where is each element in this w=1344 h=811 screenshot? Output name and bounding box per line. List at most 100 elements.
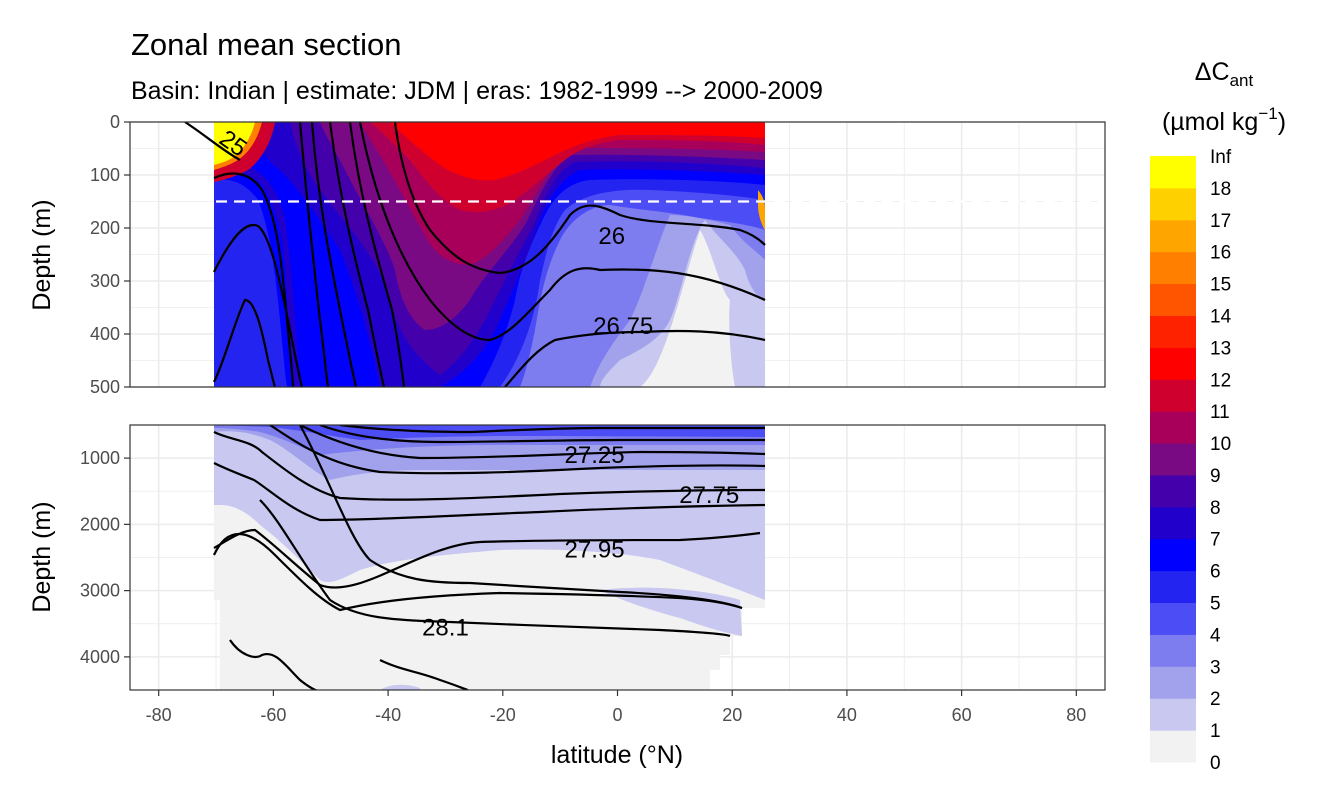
legend-break-label: 11 xyxy=(1210,402,1230,423)
fill-12-13 xyxy=(390,122,765,181)
y-tick-label: 2000 xyxy=(80,514,120,534)
isopycnal-28-15 xyxy=(259,499,731,638)
legend-color-swatch xyxy=(1150,219,1196,253)
upper-panel-fill xyxy=(214,122,765,387)
legend-break-label: 15 xyxy=(1210,275,1231,296)
x-tick-label: 20 xyxy=(722,705,742,725)
isopycnal-27-75 xyxy=(213,431,766,501)
legend-break-label: 1 xyxy=(1210,721,1221,742)
x-tick-label: 60 xyxy=(952,705,972,725)
isopycnal-28-05 xyxy=(212,533,743,612)
legend-color-swatch xyxy=(1150,634,1196,667)
isopycnal-26-5 xyxy=(358,122,766,342)
legend-color-swatch xyxy=(1150,443,1196,476)
legend-color-swatch xyxy=(1150,283,1196,316)
isopycnal-deep xyxy=(379,659,469,690)
lower-fill-patch-bottom xyxy=(380,684,420,690)
isopycnal-27-95 xyxy=(213,528,761,589)
fill-left-purple xyxy=(214,164,300,387)
upper-isopycnals xyxy=(184,122,766,387)
y-tick-label: 0 xyxy=(110,112,120,132)
isopycnal-27-25 xyxy=(299,425,766,460)
isopycnal-28-1 xyxy=(229,639,319,690)
upper-y-label: Depth (m) xyxy=(28,199,56,310)
legend-title: ΔCant xyxy=(1195,58,1254,90)
y-tick-label: 4000 xyxy=(80,647,120,667)
isopycnal-label: 26.75 xyxy=(593,313,653,340)
legend-break-label: 9 xyxy=(1210,466,1221,487)
upper-panel-border xyxy=(129,121,1106,388)
isopycnal-mid-4 xyxy=(348,122,406,387)
x-tick-label: 0 xyxy=(612,705,622,725)
legend-break-label: 4 xyxy=(1210,625,1221,646)
lower-isopycnals xyxy=(212,425,766,690)
legend-color-swatch xyxy=(1150,411,1196,444)
y-tick-label: 100 xyxy=(90,165,120,185)
isopycnal-mid-1 xyxy=(298,122,330,387)
isopycnal-label: 27.95 xyxy=(565,537,625,564)
legend-break-label: 17 xyxy=(1210,211,1231,232)
y-tick-label: 1000 xyxy=(80,448,120,468)
legend-color-swatch xyxy=(1150,251,1196,285)
x-tick-label: -40 xyxy=(375,705,401,725)
isopycnal-left-a xyxy=(213,172,295,387)
legend-color-swatch xyxy=(1150,474,1196,508)
y-tick-label: 500 xyxy=(90,377,120,397)
legend-colorbar xyxy=(1150,156,1196,763)
legend-break-label: Inf xyxy=(1210,147,1232,168)
isopycnal-label: 27.75 xyxy=(679,482,739,509)
color-legend: ΔCant (µmol kg−1) 0123456789101112131415… xyxy=(1150,58,1286,774)
legend-color-swatch xyxy=(1150,187,1196,221)
legend-color-swatch xyxy=(1150,156,1196,189)
legend-color-swatch xyxy=(1150,538,1196,572)
isopycnal-label: 28.1 xyxy=(422,615,469,642)
legend-break-label: 16 xyxy=(1210,243,1231,264)
fill-right-edge-hot xyxy=(758,190,765,230)
isopycnal-27-85 xyxy=(213,462,766,522)
isopycnal-left-b xyxy=(213,223,304,387)
legend-break-label: 0 xyxy=(1210,753,1221,774)
lower-y-label: Depth (m) xyxy=(28,501,56,612)
legend-break-label: 12 xyxy=(1210,370,1231,391)
legend-break-label: 7 xyxy=(1210,530,1221,551)
y-tick-label: 400 xyxy=(90,324,120,344)
fill-left-yellow xyxy=(214,122,255,165)
legend-break-label: 2 xyxy=(1210,689,1221,710)
legend-color-swatch xyxy=(1150,602,1196,635)
legend-break-label: 10 xyxy=(1210,434,1231,455)
x-tick-label: 40 xyxy=(837,705,857,725)
legend-color-swatch xyxy=(1150,347,1196,380)
isopycnal-26-75 xyxy=(504,329,766,387)
legend-color-swatch xyxy=(1150,666,1196,699)
isopycnal-mid-3 xyxy=(328,122,386,387)
y-tick-label: 3000 xyxy=(80,581,120,601)
legend-break-label: 8 xyxy=(1210,498,1221,519)
isopycnal-28-12 xyxy=(299,425,743,610)
isopycnal-left-c xyxy=(213,298,277,387)
legend-color-swatch xyxy=(1150,730,1196,763)
legend-break-label: 13 xyxy=(1210,338,1231,359)
legend-break-label: 14 xyxy=(1210,306,1232,327)
y-tick-label: 200 xyxy=(90,218,120,238)
isopycnal-25 xyxy=(184,122,241,161)
legend-color-swatch xyxy=(1150,315,1196,348)
isopycnal-label: 27.25 xyxy=(565,442,625,469)
chart-subtitle: Basin: Indian | estimate: JDM | eras: 19… xyxy=(131,77,823,105)
y-tick-label: 300 xyxy=(90,271,120,291)
x-axis: -80 -60 -40 -20 0 20 40 60 80 xyxy=(146,690,1086,725)
legend-break-label: 3 xyxy=(1210,657,1221,678)
legend-color-swatch xyxy=(1150,379,1196,412)
isopycnal-low-1 xyxy=(339,425,765,434)
legend-break-label: 5 xyxy=(1210,594,1221,615)
isopycnal-26 xyxy=(393,122,766,275)
legend-break-label: 18 xyxy=(1210,179,1231,200)
legend-break-label: 6 xyxy=(1210,562,1221,583)
lower-y-axis: 1000 2000 3000 4000 xyxy=(80,448,130,667)
isopycnal-low-2 xyxy=(319,425,765,444)
x-axis-label: latitude (°N) xyxy=(551,741,683,769)
x-tick-label: 80 xyxy=(1066,705,1086,725)
legend-color-swatch xyxy=(1150,570,1196,604)
